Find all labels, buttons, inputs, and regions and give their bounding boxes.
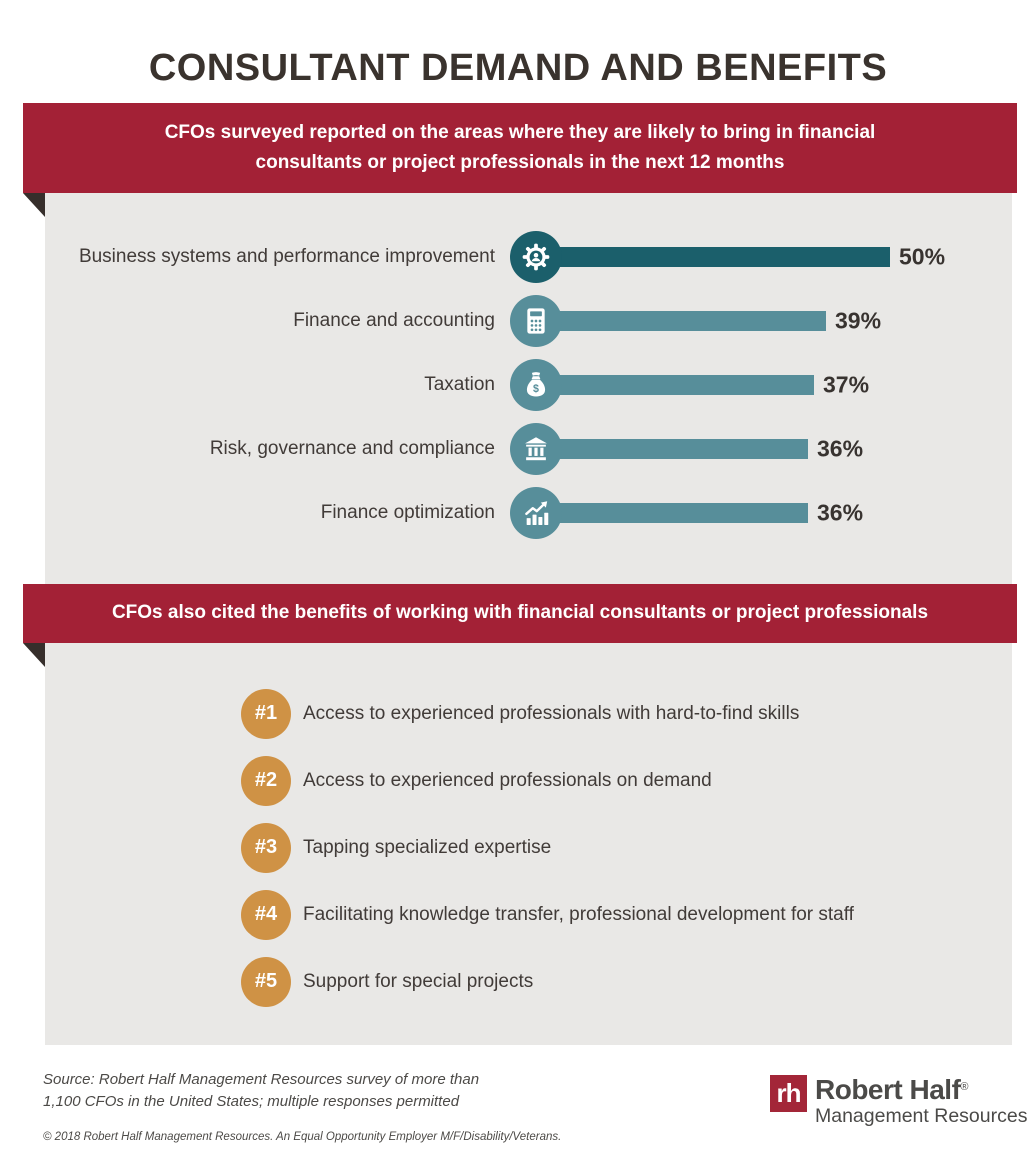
bar-category-label: Finance optimization <box>320 502 495 523</box>
bar-category-label: Finance and accounting <box>293 310 495 331</box>
bar-icon-circle <box>510 231 562 283</box>
gear-icon <box>522 243 550 271</box>
rh-monogram-icon: rh <box>770 1075 807 1112</box>
bar-row: Risk, governance and compliance 36% <box>45 417 1012 481</box>
bar-value-label: 39% <box>835 307 882 334</box>
bar-icon-circle <box>510 295 562 347</box>
source-line-2: 1,100 CFOs in the United States; multipl… <box>43 1093 460 1110</box>
benefit-rank-badge: #1 <box>241 688 291 739</box>
bar-row: Finance optimization 36% <box>45 481 1012 545</box>
bar <box>536 503 808 523</box>
svg-text:$: $ <box>533 383 539 395</box>
benefits-banner-text: CFOs also cited the benefits of working … <box>111 602 929 624</box>
bank-icon <box>525 437 547 461</box>
benefit-row: #4 Facilitating knowledge transfer, prof… <box>45 881 1012 948</box>
benefit-rank-badge: #2 <box>241 755 291 806</box>
bar-category-label: Taxation <box>424 374 495 395</box>
page-title: CONSULTANT DEMAND AND BENEFITS <box>148 47 888 90</box>
bar <box>536 311 826 331</box>
benefit-text: Access to experienced professionals with… <box>303 702 800 724</box>
benefit-rank-badge: #3 <box>241 822 291 873</box>
robert-half-logo: rh Robert Half® Management Resources <box>770 1072 1027 1127</box>
consultant-demand-chart: Business systems and performance improve… <box>45 193 1012 584</box>
bar <box>536 439 808 459</box>
benefit-text: Support for special projects <box>303 970 534 992</box>
benefits-banner: CFOs also cited the benefits of working … <box>23 584 1017 643</box>
logo-company-name: Robert Half® <box>815 1074 969 1105</box>
money-bag-icon: $ <box>526 372 546 397</box>
bar-value-label: 37% <box>823 371 870 398</box>
benefit-text: Facilitating knowledge transfer, profess… <box>303 903 854 925</box>
benefit-row: #1 Access to experienced professionals w… <box>45 680 1012 747</box>
bar-row: Business systems and performance improve… <box>45 225 1012 289</box>
benefit-rank-badge: #4 <box>241 889 291 940</box>
registered-mark: ® <box>960 1081 969 1093</box>
bar-category-label: Risk, governance and compliance <box>209 438 495 459</box>
bar-value-label: 36% <box>817 435 864 462</box>
copyright-line: © 2018 Robert Half Management Resources.… <box>43 1131 562 1143</box>
bar-row: Taxation $ 37% <box>45 353 1012 417</box>
benefit-row: #3 Tapping specialized expertise <box>45 814 1012 881</box>
bar-category-label: Business systems and performance improve… <box>78 246 495 267</box>
benefits-list: #1 Access to experienced professionals w… <box>45 643 1012 1045</box>
growth-chart-icon <box>525 501 549 525</box>
benefit-text: Tapping specialized expertise <box>303 836 552 858</box>
survey-banner: CFOs surveyed reported on the areas wher… <box>23 103 1017 193</box>
bar-icon-circle <box>510 423 562 475</box>
bar-icon-circle: $ <box>510 359 562 411</box>
bar <box>536 247 890 267</box>
source-line-1: Source: Robert Half Management Resources… <box>43 1071 480 1088</box>
survey-banner-text: CFOs surveyed reported on the areas wher… <box>164 121 876 173</box>
ribbon-fold-top <box>23 193 45 217</box>
bar-value-label: 36% <box>817 499 864 526</box>
bar-value-label: 50% <box>899 243 946 270</box>
benefit-row: #5 Support for special projects <box>45 948 1012 1015</box>
logo-division-name: Management Resources <box>815 1105 1028 1127</box>
bar-row: Finance and accounting 39% <box>45 289 1012 353</box>
calculator-icon <box>527 308 545 334</box>
bar <box>536 375 814 395</box>
source-note: Source: Robert Half Management Resources… <box>43 1069 479 1113</box>
bar-icon-circle <box>510 487 562 539</box>
benefit-text: Access to experienced professionals on d… <box>303 769 712 791</box>
benefit-rank-badge: #5 <box>241 956 291 1007</box>
ribbon-fold-bottom <box>23 643 45 667</box>
benefit-row: #2 Access to experienced professionals o… <box>45 747 1012 814</box>
